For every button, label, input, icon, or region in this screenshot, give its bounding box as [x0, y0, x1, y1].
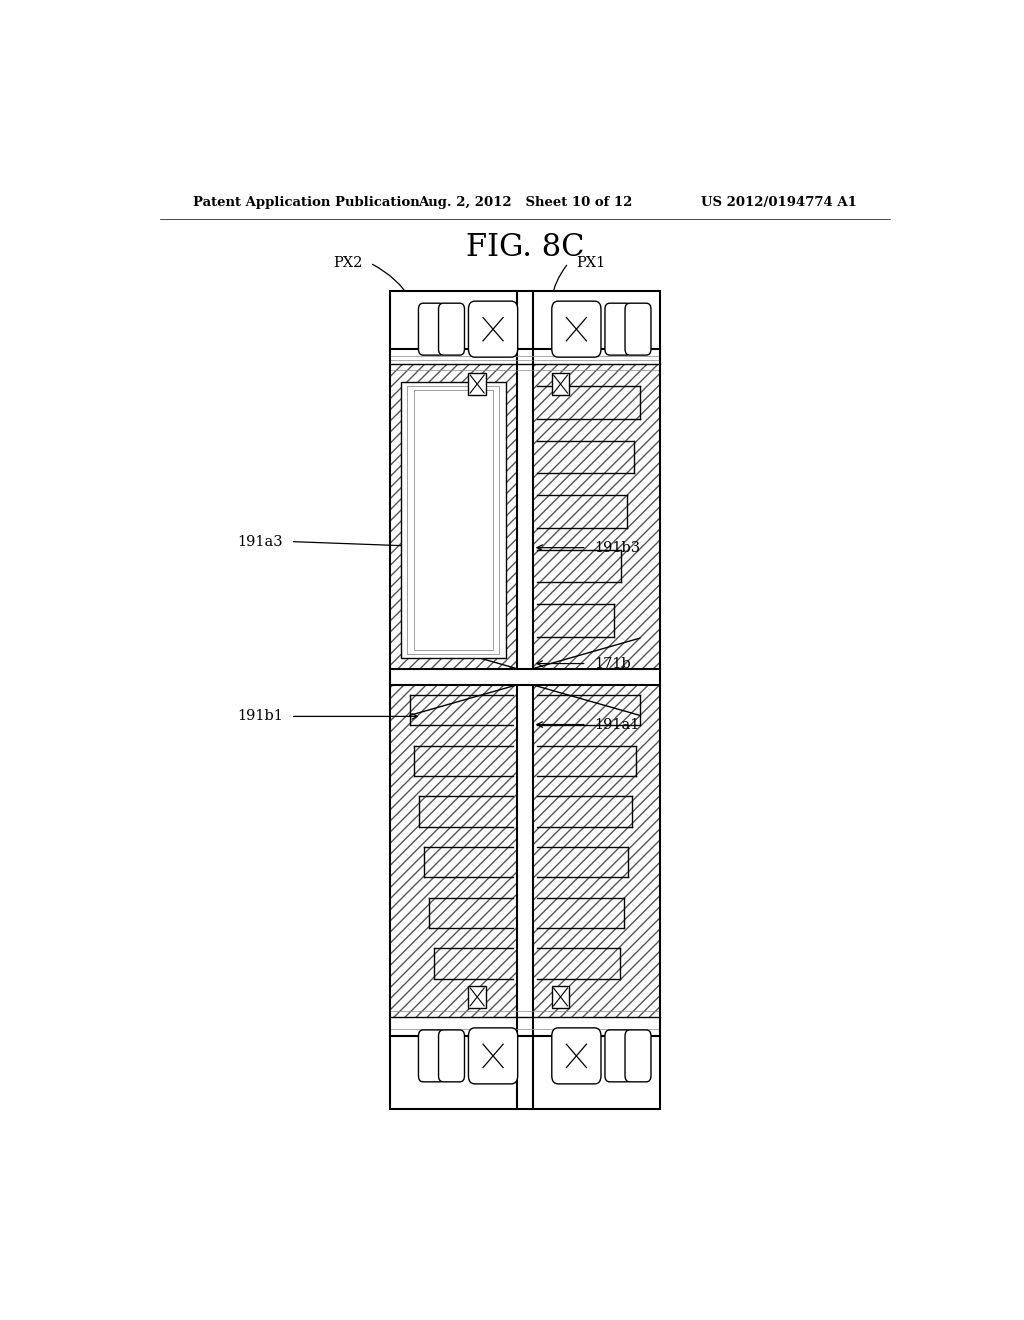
Polygon shape [517, 290, 532, 1109]
FancyBboxPatch shape [605, 1030, 631, 1082]
FancyBboxPatch shape [419, 1030, 444, 1082]
Text: FIG. 8C: FIG. 8C [466, 232, 584, 264]
FancyBboxPatch shape [468, 301, 518, 358]
Bar [552, 372, 569, 395]
Polygon shape [390, 669, 659, 685]
Bar [401, 381, 506, 659]
Text: PX1: PX1 [577, 256, 605, 271]
Text: 191b1: 191b1 [237, 709, 283, 723]
FancyBboxPatch shape [625, 1030, 651, 1082]
FancyBboxPatch shape [625, 304, 651, 355]
Text: 171b: 171b [595, 656, 632, 671]
Polygon shape [390, 290, 659, 364]
Bar [468, 986, 486, 1008]
Text: 191b3: 191b3 [595, 541, 641, 554]
FancyBboxPatch shape [605, 304, 631, 355]
Polygon shape [532, 364, 659, 677]
Text: 191a3: 191a3 [238, 535, 283, 549]
Text: 191a1: 191a1 [595, 718, 640, 731]
Text: US 2012/0194774 A1: US 2012/0194774 A1 [700, 195, 856, 209]
FancyBboxPatch shape [419, 304, 444, 355]
Polygon shape [390, 677, 517, 1018]
Bar [414, 391, 494, 651]
FancyBboxPatch shape [468, 1028, 518, 1084]
FancyBboxPatch shape [552, 1028, 601, 1084]
Text: PX2: PX2 [333, 256, 362, 271]
Polygon shape [390, 364, 517, 677]
Bar [552, 986, 569, 1008]
Polygon shape [532, 677, 659, 1018]
FancyBboxPatch shape [438, 304, 465, 355]
Bar [408, 385, 500, 655]
Bar [468, 372, 486, 395]
Polygon shape [390, 1018, 659, 1109]
FancyBboxPatch shape [552, 301, 601, 358]
Text: Patent Application Publication: Patent Application Publication [194, 195, 420, 209]
Text: Aug. 2, 2012   Sheet 10 of 12: Aug. 2, 2012 Sheet 10 of 12 [418, 195, 632, 209]
FancyBboxPatch shape [438, 1030, 465, 1082]
